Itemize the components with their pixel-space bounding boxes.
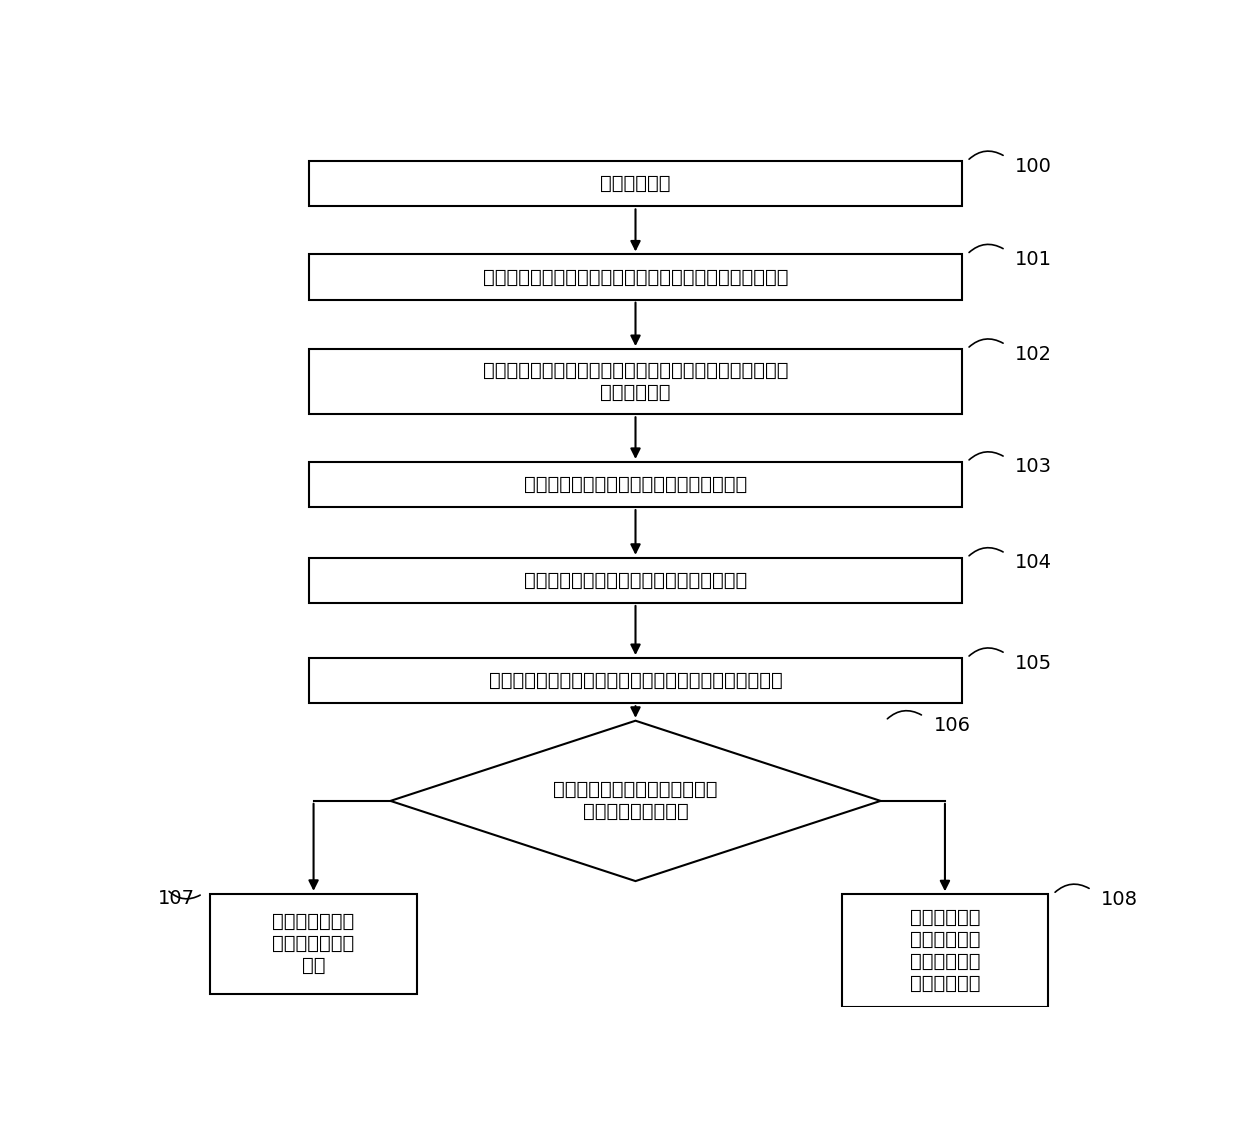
Bar (309, 349, 962, 414)
Bar (309, 255, 962, 300)
Text: 将所述音频信号进行延迟校准，确定延迟校准后的音频信号: 将所述音频信号进行延迟校准，确定延迟校准后的音频信号 (482, 267, 789, 286)
Text: 105: 105 (1016, 653, 1053, 672)
Text: 103: 103 (1016, 457, 1052, 477)
Bar (211, 894, 417, 994)
Polygon shape (391, 721, 880, 881)
Bar (309, 161, 962, 206)
Text: 将所述延迟校准后的音频信号进行数据切分，确定多组切分
后的音频信号: 将所述延迟校准后的音频信号进行数据切分，确定多组切分 后的音频信号 (482, 361, 789, 402)
Text: 提取每组所述切分后的音频信号的频域特征: 提取每组所述切分后的音频信号的频域特征 (523, 475, 748, 494)
Bar (309, 462, 962, 507)
Text: 获取音频信号: 获取音频信号 (600, 174, 671, 194)
Text: 104: 104 (1016, 554, 1052, 573)
Text: 100: 100 (1016, 156, 1052, 175)
Text: 确定所述音频
信号的内容不
具有一致性，
输出报警信号: 确定所述音频 信号的内容不 具有一致性， 输出报警信号 (910, 908, 980, 993)
Text: 108: 108 (1101, 890, 1138, 909)
Text: 107: 107 (157, 890, 195, 908)
Text: 101: 101 (1016, 250, 1052, 269)
Text: 确定所述音频信
号的内容具有一
致性: 确定所述音频信 号的内容具有一 致性 (273, 912, 355, 976)
Bar (309, 658, 962, 703)
Text: 106: 106 (934, 717, 971, 736)
Bar (842, 894, 1048, 1007)
Bar (309, 558, 962, 603)
Text: 根据每组所述频域特征确定频域特征相似度: 根据每组所述频域特征确定频域特征相似度 (523, 571, 748, 590)
Text: 所述频域特征相似度平均値大于
频域特征相似度阈値: 所述频域特征相似度平均値大于 频域特征相似度阈値 (553, 780, 718, 822)
Text: 根据多组所述频域特征相似度确定频域特征相似度平均値: 根据多组所述频域特征相似度确定频域特征相似度平均値 (489, 671, 782, 691)
Text: 102: 102 (1016, 344, 1052, 363)
